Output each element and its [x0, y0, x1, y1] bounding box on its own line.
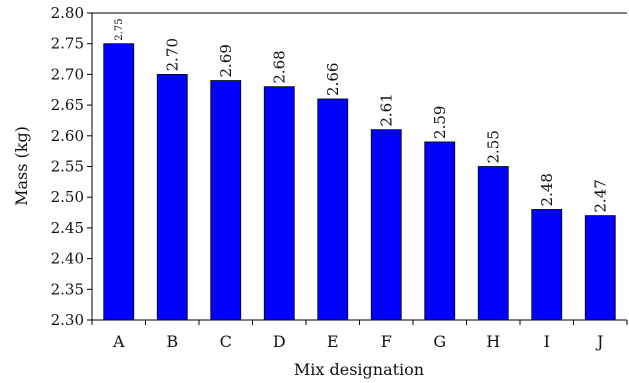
bar-E — [317, 98, 349, 321]
y-tick-label: 2.40 — [51, 250, 84, 268]
data-label: 2.69 — [217, 44, 235, 77]
y-tick-label: 2.60 — [51, 127, 84, 145]
x-tick-label: G — [433, 332, 446, 351]
x-tick-label: A — [112, 332, 125, 351]
bar-I — [531, 209, 563, 321]
y-tick-label: 2.75 — [51, 35, 84, 53]
y-tick-label: 2.80 — [51, 4, 84, 22]
x-tick-label: D — [273, 332, 286, 351]
bar-A — [103, 43, 135, 321]
y-tick-label: 2.45 — [51, 219, 84, 237]
data-labels-layer: 2.75 2.70 2.69 2.68 2.66 2.61 2.59 2.55 2.48 2.47 — [114, 18, 610, 212]
bar-H — [477, 166, 509, 321]
bar-J — [584, 215, 616, 321]
y-axis-label: Mass (kg) — [12, 126, 31, 206]
bar-C — [210, 80, 242, 321]
bar-G — [424, 141, 456, 321]
data-label: 2.68 — [270, 50, 288, 83]
bar-D — [263, 86, 295, 321]
x-tick-label: J — [595, 332, 603, 351]
data-label: 2.61 — [377, 93, 395, 126]
bar-F — [370, 129, 402, 321]
y-tick-label: 2.70 — [51, 65, 84, 83]
y-tick-label: 2.35 — [51, 280, 84, 298]
data-label: 2.59 — [431, 106, 449, 139]
x-tick-label: I — [544, 332, 550, 351]
x-tick-label: H — [486, 332, 500, 351]
data-label: 2.55 — [484, 130, 502, 163]
bars-layer — [103, 43, 616, 321]
y-tick-label: 2.55 — [51, 158, 84, 176]
x-axis-label: Mix designation — [294, 360, 424, 379]
data-label: 2.70 — [163, 38, 181, 71]
data-label: 2.66 — [324, 63, 342, 96]
x-tick-label: B — [166, 332, 178, 351]
bar-B — [156, 74, 188, 321]
y-tick-label: 2.65 — [51, 96, 84, 114]
data-label: 2.75 — [114, 18, 125, 40]
y-tick-label: 2.50 — [51, 188, 84, 206]
x-tick-label: C — [220, 332, 232, 351]
data-label: 2.48 — [538, 173, 556, 206]
axes-layer: 2.302.352.402.452.502.552.602.652.702.75… — [51, 4, 628, 351]
x-tick-label: E — [327, 332, 339, 351]
y-tick-label: 2.30 — [51, 311, 84, 329]
x-tick-label: F — [381, 332, 392, 351]
data-label: 2.47 — [591, 179, 609, 212]
